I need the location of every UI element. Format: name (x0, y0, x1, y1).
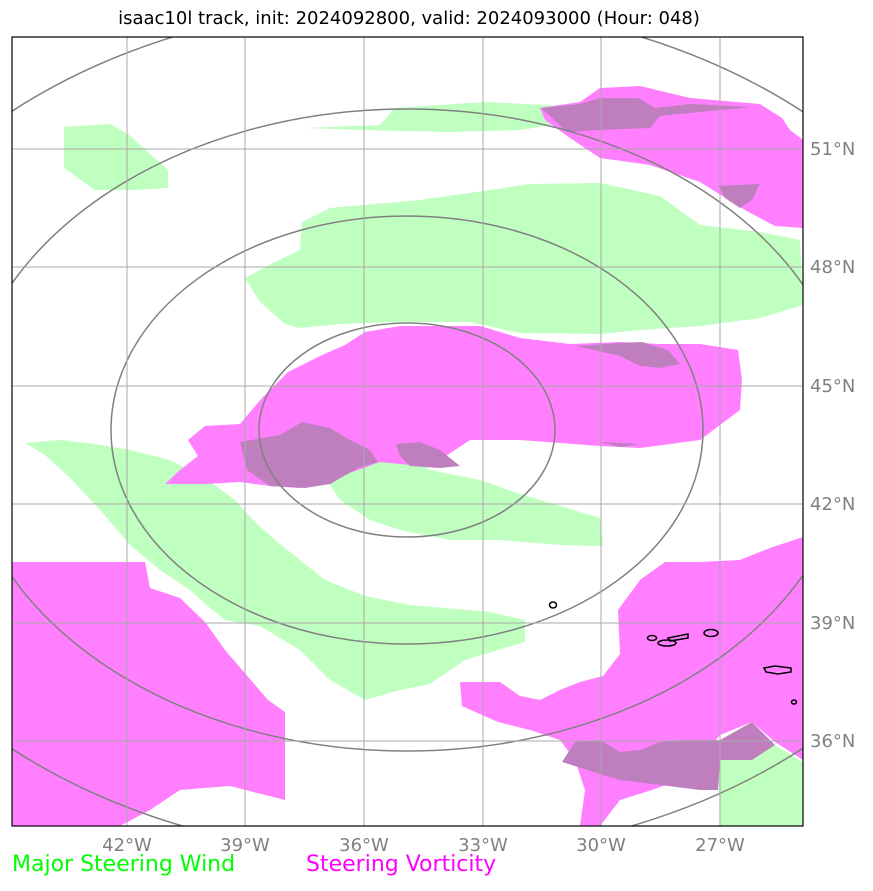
overlap-area-north (541, 98, 752, 132)
lon-label: 33°W (458, 835, 508, 856)
lat-label: 39°N (810, 613, 855, 634)
lat-label: 48°N (810, 257, 855, 278)
overlap-area-west (240, 422, 378, 488)
legend-major-steering-wind: Major Steering Wind (12, 852, 236, 877)
wind-area-northwest (64, 124, 168, 190)
overlap-area-southeast (562, 722, 775, 790)
legend-steering-vorticity: Steering Vorticity (306, 852, 497, 877)
overlap-area-center (396, 442, 460, 468)
wind-area-north-band (305, 102, 600, 132)
vorticity-area-southwest (12, 562, 285, 826)
map-title: isaac10l track, init: 2024092800, valid:… (118, 8, 700, 29)
range-ring-3 (12, 108, 803, 752)
wind-area-center-east (320, 450, 603, 546)
overlap-area-small-east (600, 442, 640, 447)
contour-marks (548, 601, 798, 705)
range-ring-inner (258, 322, 556, 538)
lat-label: 45°N (810, 376, 855, 397)
lon-label: 27°W (695, 835, 745, 856)
wind-area-central-north (245, 183, 803, 334)
gridlines (12, 37, 803, 826)
lon-tick-labels: 42°W 39°W 36°W 33°W 30°W 27°W (102, 835, 745, 856)
overlap-areas (240, 98, 775, 790)
lat-label: 36°N (810, 731, 855, 752)
overlap-area-northeast (718, 184, 760, 208)
range-ring-2 (110, 215, 704, 645)
range-rings (12, 37, 803, 826)
lat-label: 42°N (810, 494, 855, 515)
lon-label: 30°W (576, 835, 626, 856)
lon-label: 36°W (339, 835, 389, 856)
lat-label: 51°N (810, 139, 855, 160)
vorticity-area-southeast (460, 537, 803, 826)
lon-label: 42°W (102, 835, 152, 856)
wind-area-central-south-band (25, 440, 525, 700)
steering-wind-areas (25, 102, 803, 826)
map-frame (11, 36, 804, 827)
lon-label: 39°W (220, 835, 270, 856)
overlap-area-east (576, 342, 680, 368)
lat-tick-labels: 51°N 48°N 45°N 42°N 39°N 36°N (810, 139, 855, 752)
